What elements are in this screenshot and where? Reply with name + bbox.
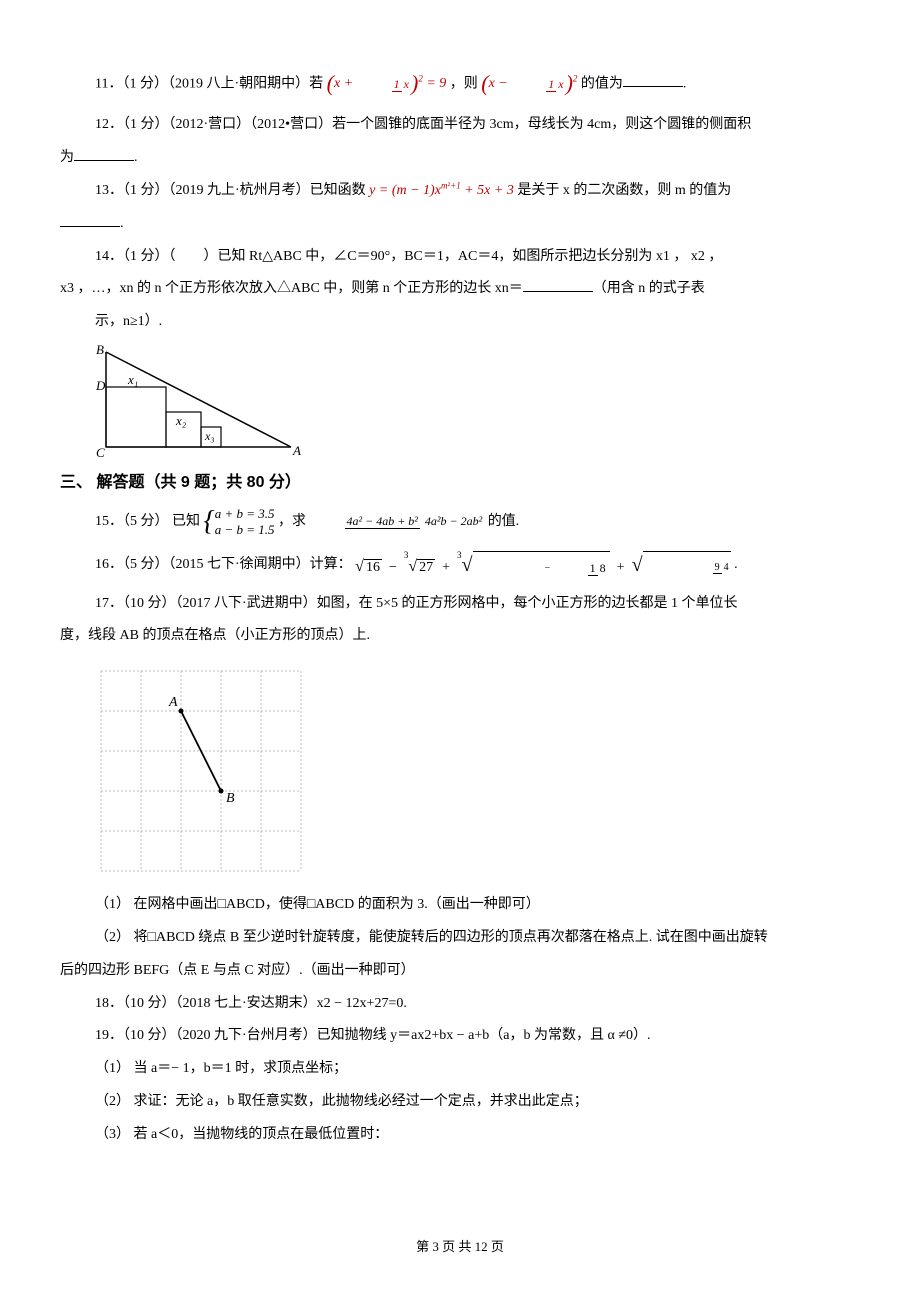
q17-sub2b: 后的四边形 BEFG（点 E 与点 C 对应）.（画出一种即可） (60, 956, 860, 987)
svg-text:B: B (226, 791, 235, 806)
q14-diagram: B D C A x₁ x₂ x₃ (96, 342, 860, 457)
page-footer: 第 3 页 共 12 页 (0, 1233, 920, 1262)
question-17-cont: 度，线段 AB 的顶点在格点（小正方形的顶点）上. (60, 621, 860, 652)
blank (60, 213, 120, 227)
question-13: 13．（1 分）（2019 九上·杭州月考）已知函数 y = (m − 1)xm… (60, 176, 860, 207)
q17-sub2a: （2） 将□ABCD 绕点 B 至少逆时针旋转度，能使旋转后的四边形的顶点再次都… (60, 923, 860, 954)
q11-tail: 的值为 (581, 76, 623, 91)
q13-label: 13．（1 分）（2019 九上·杭州月考）已知函数 (95, 183, 369, 198)
q11-mid: ，则 (450, 76, 482, 91)
svg-text:A: A (292, 443, 301, 457)
blank (74, 147, 134, 161)
q15-mid: ，求 (278, 514, 310, 529)
q19-sub3: （3） 若 a＜0，当抛物线的顶点在最低位置时： (60, 1120, 860, 1151)
blank (523, 278, 593, 292)
question-19: 19．（10 分）（2020 九下·台州月考）已知抛物线 y＝ax2+bx − … (60, 1021, 860, 1052)
question-11: 11．（1 分）（2019 八上·朝阳期中）若 (x + 1x)2 = 9 ，则… (60, 60, 860, 108)
q15-label: 15．（5 分） 已知 (95, 514, 204, 529)
svg-text:A: A (168, 695, 178, 710)
q12-label: 12．（1 分）（2012·营口）（2012•营口）若一个圆锥的底面半径为 3c… (95, 117, 751, 132)
q19-sub2: （2） 求证：无论 a，b 取任意实数，此抛物线必经过一个定点，并求出此定点； (60, 1087, 860, 1118)
svg-text:x₃: x₃ (204, 429, 215, 443)
q11-formula2: (x − 1x)2 (481, 76, 581, 91)
question-14: 14．（1 分）（ ）已知 Rt△ABC 中，∠C＝90°，BC＝1，AC＝4，… (60, 242, 860, 273)
svg-text:C: C (96, 445, 105, 457)
svg-text:B: B (96, 342, 104, 357)
q14-label: 14．（1 分）（ ）已知 Rt△ABC 中，∠C＝90°，BC＝1，AC＝4，… (95, 249, 722, 264)
question-14-cont1: x3 ，…，xn 的 n 个正方形依次放入△ABC 中，则第 n 个正方形的边长… (60, 274, 860, 305)
q16-label: 16．（5 分）（2015 七下·徐闻期中）计算： (95, 557, 355, 572)
q11-formula1: (x + 1x)2 = 9 (327, 76, 450, 91)
q13-formula: y = (m − 1)xm²+1 + 5x + 3 (369, 183, 517, 198)
q19-sub1: （1） 当 a＝− 1，b＝1 时，求顶点坐标； (60, 1054, 860, 1085)
question-16: 16．（5 分）（2015 七下·徐闻期中）计算： √16 − 3√27 + 3… (60, 543, 860, 587)
blank (623, 73, 683, 87)
question-17: 17．（10 分）（2017 八下·武进期中）如图，在 5×5 的正方形网格中，… (60, 589, 860, 620)
svg-text:D: D (96, 378, 106, 393)
q15-frac: 4a² − 4ab + b² 4a²b − 2ab² (310, 515, 485, 528)
section-3-title: 三、 解答题（共 9 题；共 80 分） (60, 465, 860, 500)
question-13-cont: . (60, 209, 860, 240)
svg-text:x₂: x₂ (175, 413, 187, 428)
q15-tail: 的值. (488, 514, 520, 529)
q17-sub1: （1） 在网格中画出□ABCD，使得□ABCD 的面积为 3.（画出一种即可） (60, 890, 860, 921)
q16-expr: √16 − 3√27 + 3√− 18 + √94 (355, 560, 734, 575)
question-14-cont2: 示，n≥1）. (60, 307, 860, 338)
q17-label: 17．（10 分）（2017 八下·武进期中）如图，在 5×5 的正方形网格中，… (95, 596, 738, 611)
question-12-cont: 为. (60, 143, 860, 174)
q15-system: {a + b = 3.5a − b = 1.5 (204, 505, 275, 539)
q11-label: 11．（1 分）（2019 八上·朝阳期中）若 (95, 76, 327, 91)
question-15: 15．（5 分） 已知 {a + b = 3.5a − b = 1.5 ，求 4… (60, 504, 860, 540)
question-12: 12．（1 分）（2012·营口）（2012•营口）若一个圆锥的底面半径为 3c… (60, 110, 860, 141)
q13-tail: 是关于 x 的二次函数，则 m 的值为 (517, 183, 731, 198)
q17-grid: A B (96, 666, 860, 876)
question-18: 18．（10 分）（2018 七上·安达期末）x2 − 12x+27=0. (60, 989, 860, 1020)
svg-text:x₁: x₁ (127, 372, 138, 387)
